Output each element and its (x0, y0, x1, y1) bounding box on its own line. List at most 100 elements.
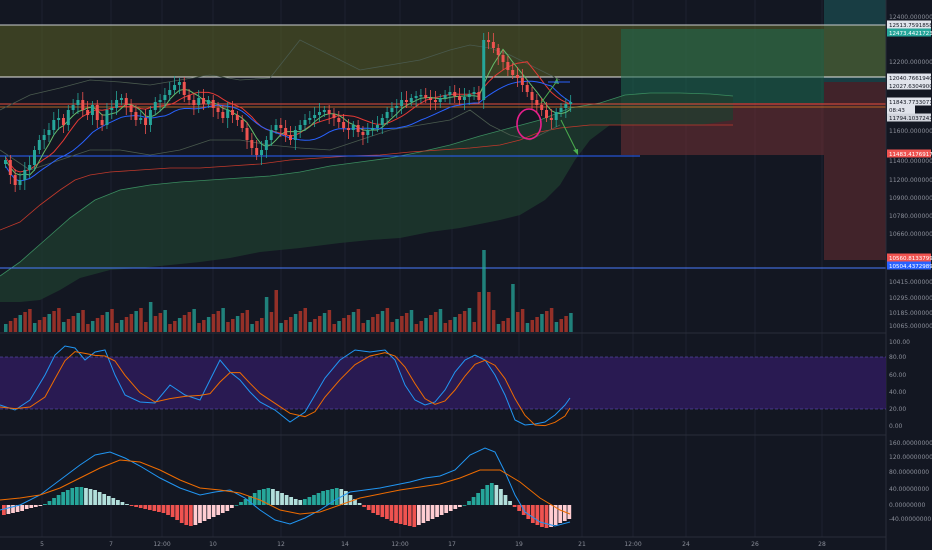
macd-hist-bar (389, 505, 394, 521)
time-tick-label: 28 (818, 541, 826, 548)
price-label-box (887, 149, 931, 158)
candle-body (279, 125, 283, 128)
volume-bar (226, 322, 230, 332)
candle-body (52, 120, 56, 130)
volume-bar (438, 309, 443, 332)
candle-body (264, 140, 268, 150)
volume-bar (516, 312, 520, 332)
volume-bar (317, 316, 322, 332)
cloud-lower-line (0, 124, 733, 231)
macd-hist-bar (549, 505, 553, 527)
ichimoku-cloud (0, 93, 733, 302)
candle-body (351, 125, 355, 130)
macd-tick-label: 120.00000000 (889, 454, 932, 461)
candle-body (346, 128, 350, 130)
macd-hist-bar (216, 505, 221, 515)
volume-bar (506, 318, 510, 332)
candle-body (317, 112, 321, 115)
macd-hist-bar (61, 492, 66, 505)
candle-body (284, 128, 288, 135)
macd-hist-bar (84, 488, 88, 505)
price-tick-label: 10415.00000000 (889, 279, 932, 286)
volume-bar (8, 321, 13, 332)
volume-bar (197, 323, 201, 332)
candle-body (182, 82, 186, 95)
candle-body (429, 98, 433, 100)
volume-bar (13, 318, 18, 332)
macd-hist-bar (284, 495, 289, 505)
macd-hist-bar (499, 489, 503, 505)
price-label-box (887, 261, 931, 270)
price-label-text: 12513.75918586 (889, 23, 932, 29)
candle-body (216, 108, 220, 112)
price-tick-label: 10900.00000000 (889, 195, 932, 202)
price-label-box (887, 28, 931, 37)
volume-bar (554, 322, 559, 332)
volume-bar (491, 310, 496, 332)
volume-bar (47, 314, 51, 332)
candle-body (375, 125, 379, 128)
macd-hist-bar (243, 499, 248, 505)
macd-hist-bar (170, 505, 175, 517)
price-axis-ticks: 12400.00000000 12200.00000000 11600.000000… (889, 14, 932, 330)
macd-hist-bar (480, 489, 485, 505)
volume-bar (95, 318, 100, 332)
volume-bar (419, 321, 423, 332)
macd-hist-bar (211, 505, 216, 517)
volume-bar (327, 310, 332, 332)
volume-bar (18, 315, 22, 332)
macd-hist-bar (102, 494, 107, 505)
macd-hist-bar (24, 505, 29, 509)
volume-bar (380, 311, 385, 332)
candle-body (202, 98, 206, 104)
candle-body (540, 105, 544, 110)
macd-hist-bar (458, 505, 462, 507)
candle-body (414, 96, 418, 98)
projection-box-red (824, 82, 886, 260)
candle-body (32, 150, 36, 165)
candle-body (419, 95, 423, 97)
volume-bar (110, 309, 114, 332)
volume-bar (115, 323, 119, 332)
ma-blue-line (5, 80, 571, 182)
macd-hist-bar (467, 501, 471, 505)
candle-body (197, 98, 201, 105)
candle-body (361, 132, 365, 135)
volume-bar (144, 322, 148, 332)
macd-hist-bar (416, 505, 421, 525)
candle-body (134, 112, 138, 120)
volume-bar (400, 316, 404, 332)
volume-bar (501, 321, 506, 332)
price-label-box (887, 20, 931, 29)
candle-body (148, 110, 152, 125)
macd-hist-bar (97, 492, 102, 505)
volume-bar (148, 302, 153, 332)
macd-hist-bar (517, 505, 522, 511)
macd-hist-bar (193, 505, 198, 525)
lower-band-line (0, 109, 561, 171)
candle-body (23, 170, 27, 180)
candle-body (211, 100, 215, 108)
time-tick-label: 12:00 (624, 541, 641, 548)
macd-hist-bar (426, 505, 430, 521)
candle-body (501, 55, 505, 62)
price-tick-label: 10065.00000000 (889, 323, 932, 330)
candle-body (289, 135, 292, 140)
candle-body (13, 175, 17, 185)
volume-bar (192, 309, 196, 332)
macd-hist-bar (88, 489, 93, 505)
candle-body (168, 90, 172, 95)
candle-body (153, 102, 157, 110)
macd-hist-bar (234, 505, 239, 506)
price-tick-label: 10185.00000000 (889, 310, 932, 317)
candle-body (380, 118, 384, 125)
price-label-text: 10504.43729891 (889, 264, 932, 270)
macd-hist-bar (207, 505, 211, 519)
macd-hist-bar (375, 505, 380, 515)
volume-bar (467, 308, 472, 332)
candle-body (496, 48, 500, 55)
candle-body (105, 110, 109, 125)
candle-body (221, 112, 225, 118)
volume-bar (235, 316, 240, 332)
